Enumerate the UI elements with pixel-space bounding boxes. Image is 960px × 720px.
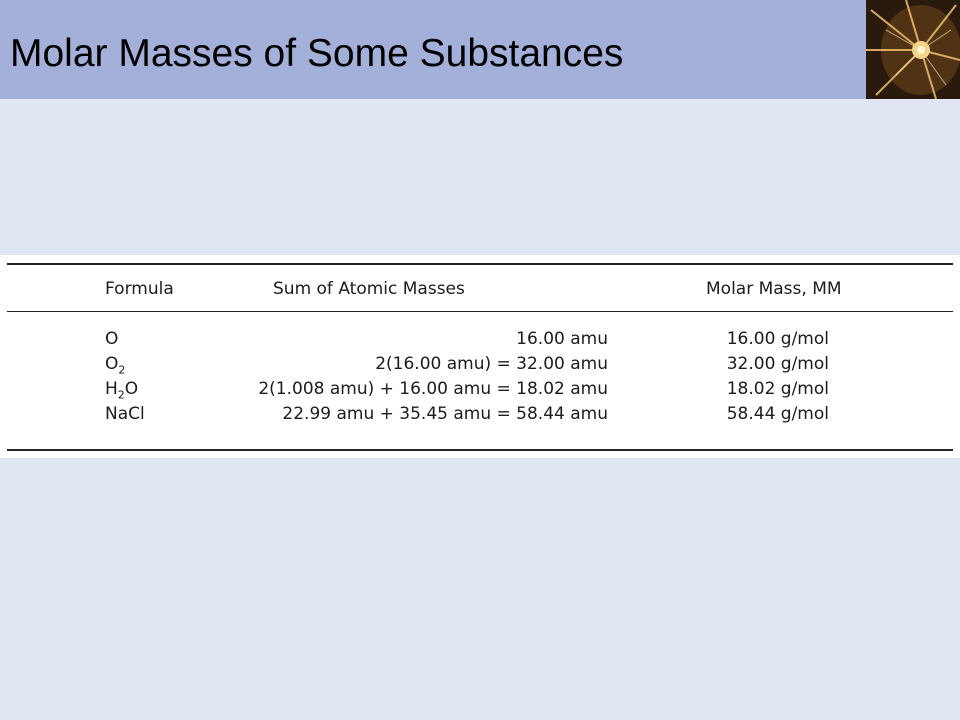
crystal-photo [866, 0, 960, 99]
formula-cell: O [105, 328, 118, 350]
formula-text: H [105, 379, 118, 399]
header-molar-mass: Molar Mass, MM [706, 279, 842, 299]
sum-cell: 2(1.008 amu) + 16.00 amu = 18.02 amu [258, 379, 608, 399]
formula-text-tail: O [124, 379, 139, 399]
header-sum-of-atomic-masses: Sum of Atomic Masses [273, 279, 465, 299]
formula-cell: H2O [105, 378, 138, 400]
molar-mass-cell: 16.00 g/mol [726, 329, 829, 349]
formula-text: O [105, 354, 119, 374]
formula-cell: O2 [105, 353, 125, 375]
sum-cell: 16.00 amu [516, 329, 608, 349]
molar-mass-cell: 18.02 g/mol [726, 379, 829, 399]
molar-mass-cell: 32.00 g/mol [726, 354, 829, 374]
molar-mass-cell: 58.44 g/mol [726, 404, 829, 424]
molar-mass-table: Formula Sum of Atomic Masses Molar Mass,… [0, 255, 960, 458]
formula-cell: NaCl [105, 403, 145, 425]
sum-cell: 22.99 amu + 35.45 amu = 58.44 amu [282, 404, 608, 424]
formula-text: O [105, 329, 119, 349]
sum-cell: 2(16.00 amu) = 32.00 amu [375, 354, 608, 374]
formula-text: NaCl [105, 404, 145, 424]
formula-subscript: 2 [117, 388, 125, 402]
header-formula: Formula [105, 279, 174, 299]
formula-subscript: 2 [118, 363, 126, 377]
slide-title: Molar Masses of Some Substances [10, 32, 624, 75]
table-top-rule [7, 263, 953, 265]
title-bar: Molar Masses of Some Substances [0, 0, 866, 99]
table-header-rule [7, 311, 953, 312]
table-bottom-rule [7, 449, 953, 451]
